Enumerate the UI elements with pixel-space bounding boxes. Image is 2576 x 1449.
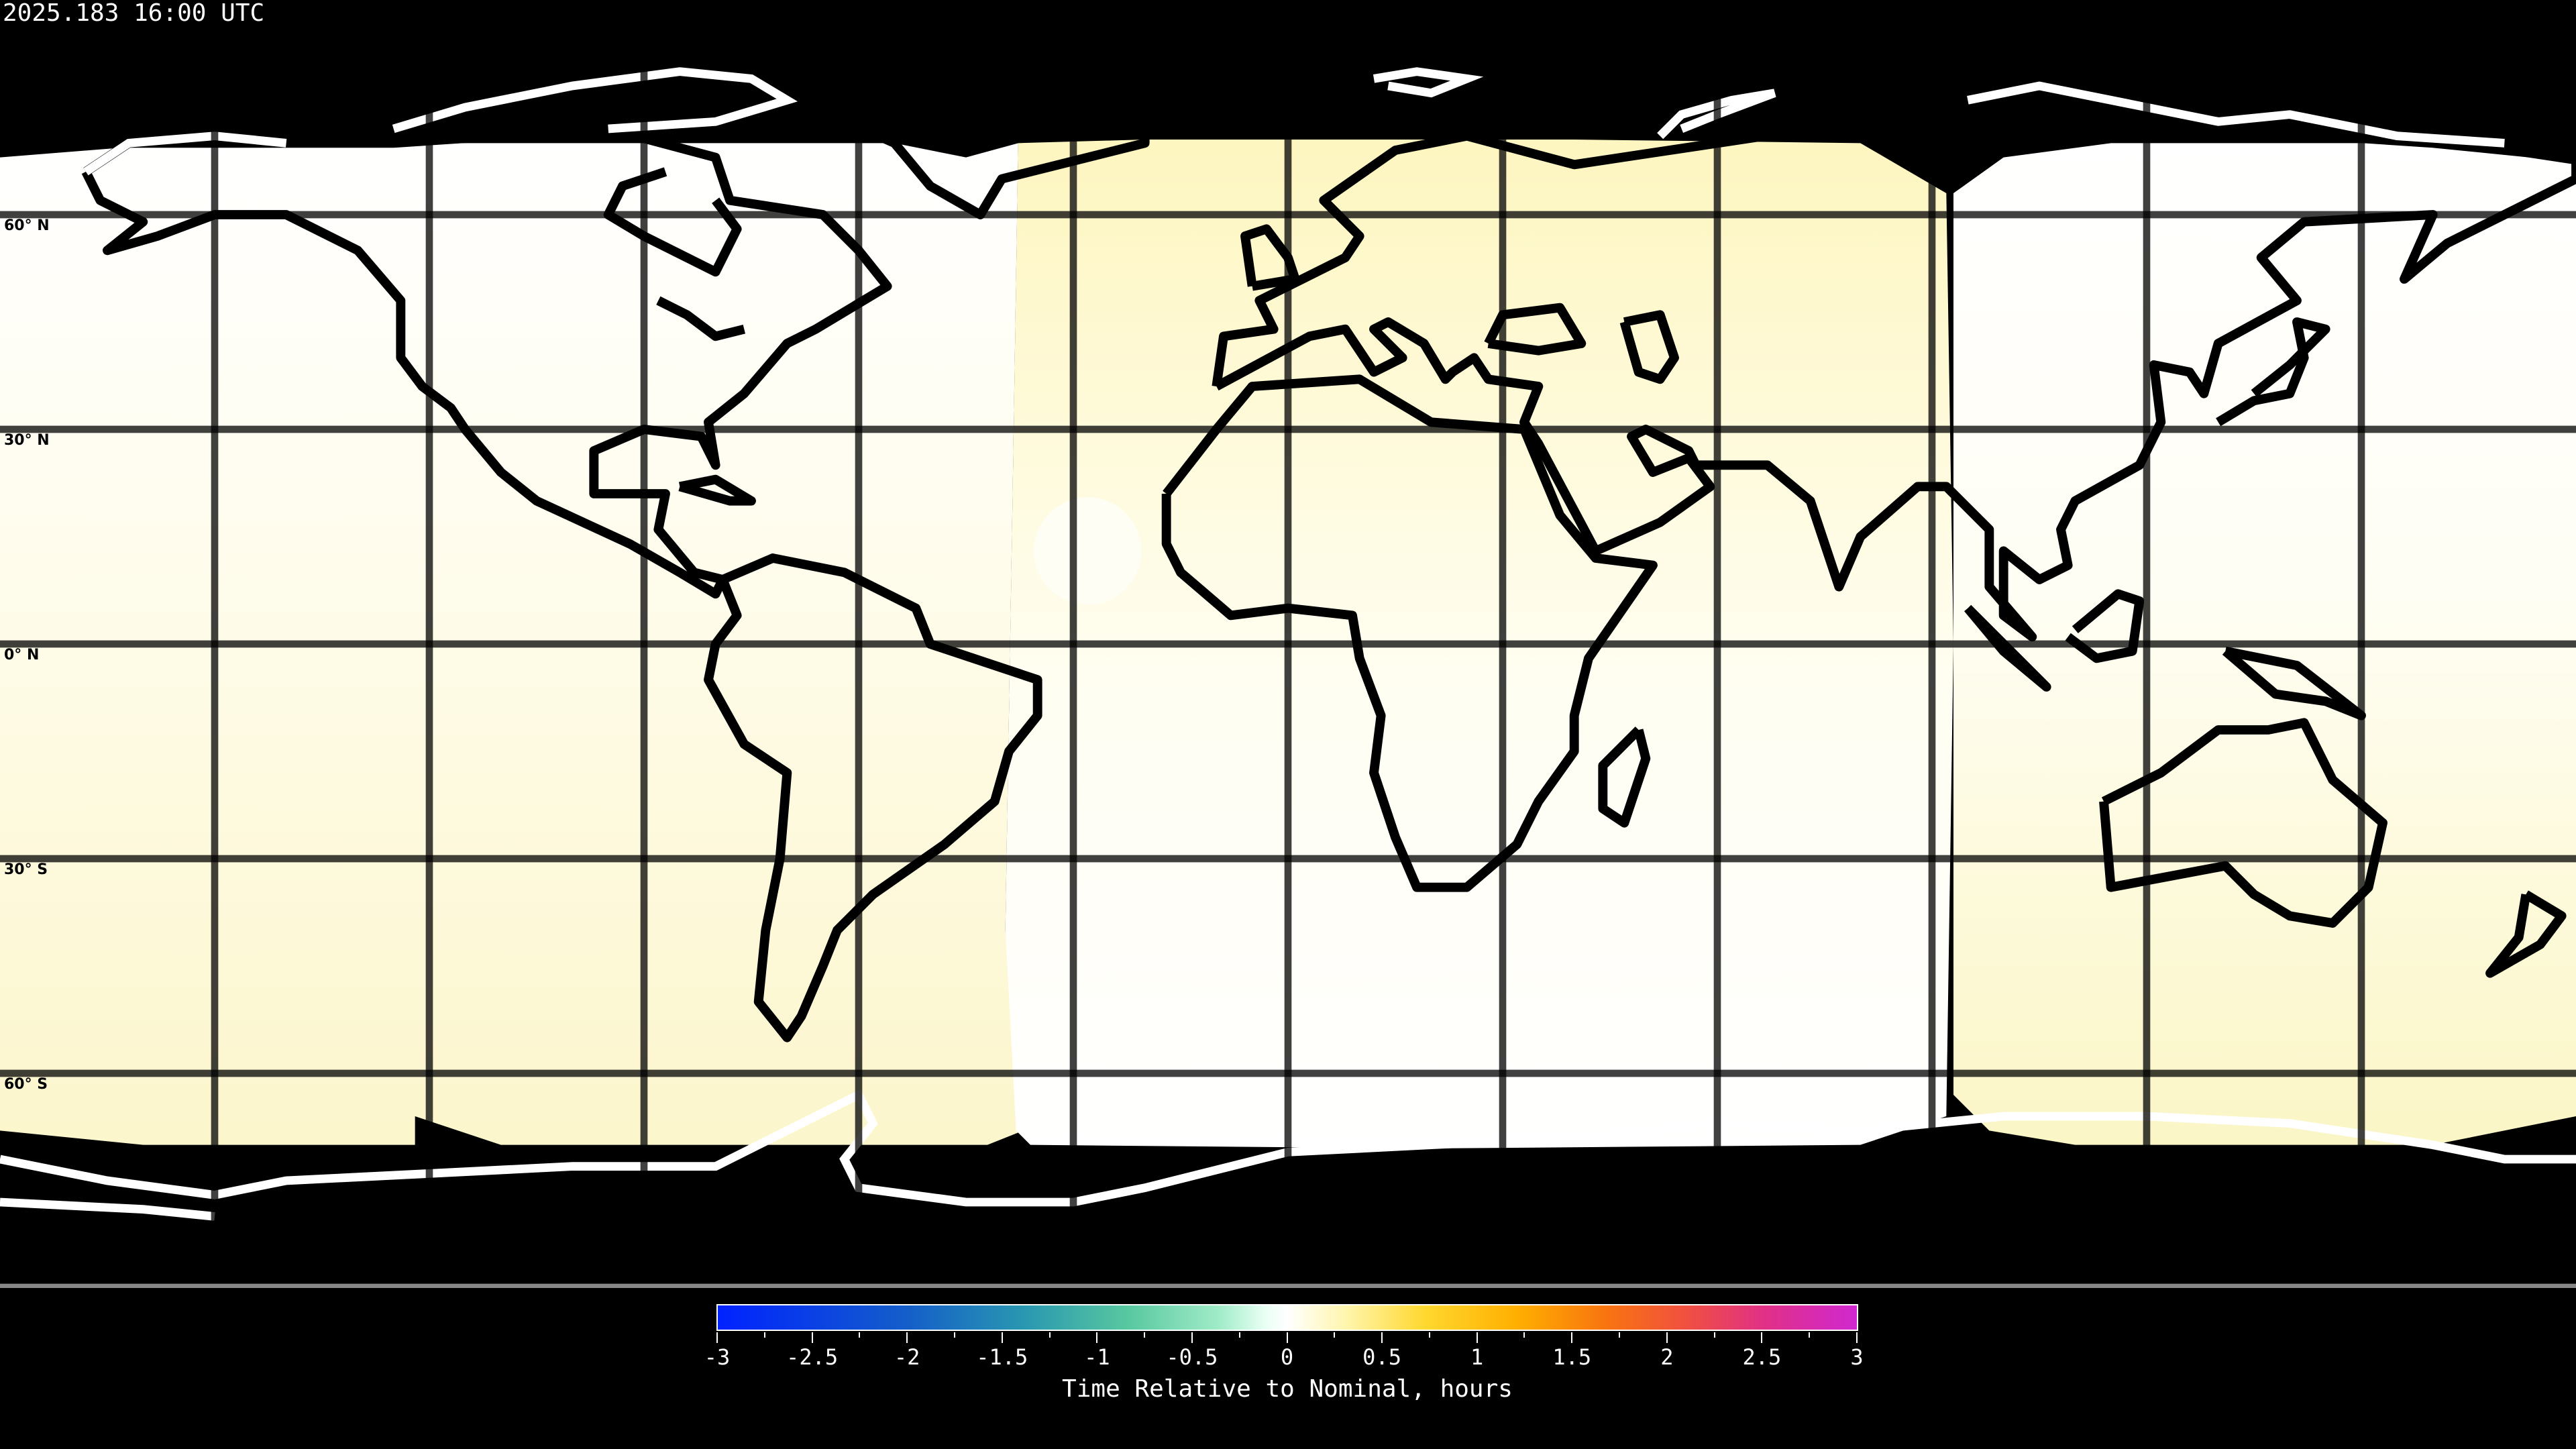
coast-caspian	[1619, 310, 1679, 384]
colorbar-tick-label: -0.5	[1166, 1344, 1218, 1370]
colorbar-tick	[1713, 1332, 1715, 1338]
colorbar-tick-label: -2	[894, 1344, 920, 1370]
colorbar-tick-label: -1.5	[976, 1344, 1028, 1370]
colorbar-tick-label: -3	[704, 1344, 731, 1370]
coast-arctic-canada	[392, 67, 798, 133]
coast-sumatra	[1964, 604, 2051, 692]
coast-madagascar	[1598, 727, 1651, 828]
coast-great-lakes	[656, 296, 746, 341]
colorbar-tick	[1571, 1332, 1573, 1343]
colorbar-tick	[1619, 1332, 1621, 1338]
coast-siberia-north	[1967, 81, 2505, 148]
colorbar-tick	[1428, 1332, 1430, 1338]
colorbar-tick	[1049, 1332, 1051, 1338]
colorbar-tick-label: 0	[1280, 1344, 1294, 1370]
coast-africa	[1161, 374, 1658, 892]
colorbar-tick-label: 1	[1470, 1344, 1484, 1370]
coast-japan	[2216, 317, 2330, 427]
colorbar-tick	[763, 1332, 765, 1338]
lat-label-60s: 60° S	[4, 1076, 48, 1093]
coast-eurasia	[1212, 88, 2576, 642]
coast-ross-ice	[0, 1197, 215, 1221]
coast-australia	[2099, 718, 2387, 928]
colorbar-tick	[953, 1332, 955, 1338]
colorbar-tick	[1191, 1332, 1193, 1343]
colorbar	[716, 1304, 1858, 1331]
coast-svalbard	[1373, 67, 1484, 98]
colorbar-tick-label: -1	[1084, 1344, 1110, 1370]
colorbar-tick-label: -2.5	[786, 1344, 839, 1370]
coast-new-zealand	[2485, 890, 2567, 978]
colorbar-label: Time Relative to Nominal, hours	[1062, 1375, 1513, 1403]
timestamp-title: 2025.183 16:00 UTC	[3, 0, 265, 27]
colorbar-tick	[716, 1332, 718, 1343]
lat-label-30n: 30° N	[4, 432, 50, 449]
colorbar-tick	[1856, 1332, 1858, 1343]
graticule	[0, 0, 2576, 1288]
colorbar-tick	[1096, 1332, 1098, 1343]
colorbar-tick-label: 0.5	[1362, 1344, 1401, 1370]
colorbar-tick-label: 2.5	[1742, 1344, 1782, 1370]
coast-novaya-zemlya	[1657, 89, 1776, 140]
colorbar-tick	[1809, 1332, 1811, 1338]
colorbar-tick-label: 1.5	[1552, 1344, 1592, 1370]
colorbar-tick	[811, 1332, 813, 1343]
lat-label-60n: 60° N	[4, 217, 50, 234]
colorbar-tick	[1381, 1332, 1383, 1343]
colorbar-tick	[1476, 1332, 1478, 1343]
colorbar-tick	[1334, 1332, 1336, 1338]
coast-alaska-north	[83, 131, 287, 176]
colorbar-tick	[1144, 1332, 1146, 1338]
colorbar-tick	[1286, 1332, 1288, 1343]
coast-new-guinea	[2222, 646, 2366, 720]
lat-label-0n: 0° N	[4, 647, 40, 663]
lat-label-30s: 30° S	[4, 861, 48, 878]
coast-south-america	[704, 553, 1042, 1042]
coastlines-on-black	[0, 67, 2576, 1221]
colorbar-tick	[1238, 1332, 1240, 1338]
coast-antarctica	[0, 1089, 2576, 1207]
coast-cuba	[678, 474, 756, 506]
colorbar-tick	[1523, 1332, 1525, 1338]
colorbar-tick	[1761, 1332, 1763, 1343]
colorbar-tick	[1666, 1332, 1668, 1343]
colorbar-tick	[1001, 1332, 1003, 1343]
coast-borneo	[2065, 589, 2145, 663]
coverage-artifact	[1034, 497, 1142, 605]
colorbar-tick	[859, 1332, 861, 1338]
colorbar-tick-label: 3	[1850, 1344, 1864, 1370]
map-panel	[0, 0, 2576, 1288]
colorbar-tick	[906, 1332, 908, 1343]
colorbar-tick-label: 2	[1660, 1344, 1674, 1370]
